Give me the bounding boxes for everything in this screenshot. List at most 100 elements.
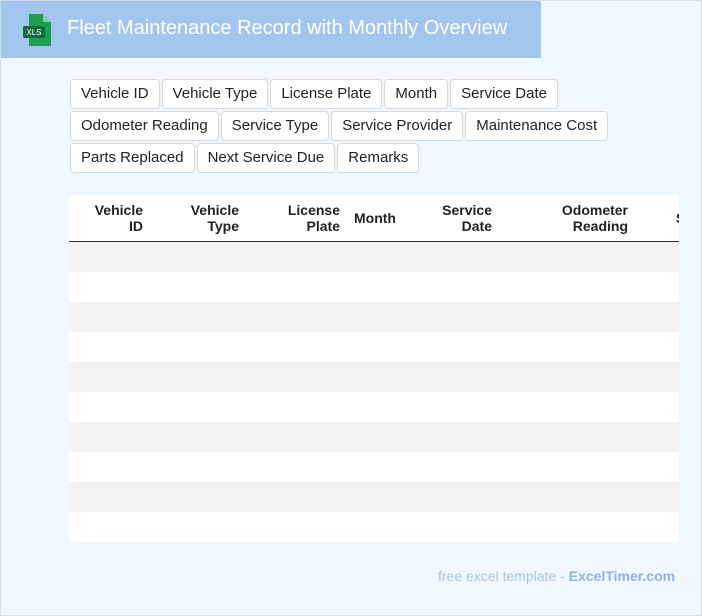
table-cell	[151, 421, 247, 452]
table-cell	[151, 361, 247, 392]
header: XLS Fleet Maintenance Record with Monthl…	[1, 1, 541, 58]
icon-label: XLS	[26, 28, 41, 37]
table-cell	[408, 421, 500, 452]
table-cell	[247, 421, 348, 452]
table-cell	[645, 272, 679, 302]
table-row	[69, 452, 679, 482]
table-cell	[69, 512, 151, 542]
table-cell	[69, 272, 151, 302]
table-cell	[247, 301, 348, 332]
table-cell	[408, 332, 500, 362]
table-row	[69, 481, 679, 512]
table-row	[69, 332, 679, 362]
tag[interactable]: Next Service Due	[196, 143, 336, 173]
table-row	[69, 512, 679, 542]
tag[interactable]: Vehicle Type	[161, 79, 269, 109]
table-cell	[151, 301, 247, 332]
header-row: Vehicle ID Vehicle Type License Plate Month…	[69, 195, 679, 242]
tag[interactable]: Month	[384, 79, 449, 109]
table-cell	[151, 272, 247, 302]
table-cell	[348, 421, 408, 452]
table-cell	[408, 361, 500, 392]
tag[interactable]: Service Date	[450, 79, 558, 109]
tag[interactable]: Service Provider	[331, 111, 464, 141]
table-cell	[247, 361, 348, 392]
tag[interactable]: Vehicle ID	[70, 79, 160, 109]
table-cell	[645, 512, 679, 542]
table-cell	[408, 512, 500, 542]
table-cell	[408, 301, 500, 332]
column-header: Service Type	[645, 195, 679, 242]
table-cell	[69, 301, 151, 332]
table-cell	[151, 512, 247, 542]
table-cell	[69, 452, 151, 482]
table-cell	[500, 301, 645, 332]
table-row	[69, 392, 679, 422]
table-cell	[247, 392, 348, 422]
column-header: License Plate	[247, 195, 348, 242]
footer-text: free excel template -	[438, 568, 565, 584]
table-cell	[247, 241, 348, 272]
table-cell	[645, 392, 679, 422]
table-cell	[151, 332, 247, 362]
table-cell	[69, 392, 151, 422]
column-header: Service Date	[408, 195, 500, 242]
table-cell	[645, 241, 679, 272]
table-cell	[247, 272, 348, 302]
table-cell	[500, 392, 645, 422]
table-cell	[645, 332, 679, 362]
tag[interactable]: License Plate	[270, 79, 383, 109]
table-cell	[348, 512, 408, 542]
title: Fleet Maintenance Record with Monthly Ov…	[67, 17, 508, 39]
tag-list: Vehicle ID Vehicle Type License Plate Month…	[70, 79, 610, 173]
footer: free excel template - ExcelTimer.com	[438, 568, 675, 584]
tag[interactable]: Remarks	[337, 143, 420, 173]
table-row	[69, 272, 679, 302]
table-cell	[69, 241, 151, 272]
table-cell	[151, 481, 247, 512]
table: Vehicle ID Vehicle Type License Plate Month…	[69, 195, 679, 542]
table-cell	[247, 512, 348, 542]
table-cell	[348, 452, 408, 482]
table-cell	[151, 452, 247, 482]
table-cell	[408, 481, 500, 512]
table-cell	[247, 452, 348, 482]
table-cell	[500, 452, 645, 482]
tag[interactable]: Service Type	[220, 111, 330, 141]
tag[interactable]: Maintenance Cost	[465, 111, 609, 141]
table-cell	[69, 332, 151, 362]
table-cell	[69, 361, 151, 392]
column-header: Month	[348, 195, 408, 242]
table-cell	[500, 481, 645, 512]
tag[interactable]: Parts Replaced	[70, 143, 195, 173]
table-cell	[348, 392, 408, 422]
table-cell	[645, 361, 679, 392]
table-cell	[500, 241, 645, 272]
table-cell	[500, 512, 645, 542]
table-cell	[408, 452, 500, 482]
table-cell	[645, 452, 679, 482]
table-cell	[247, 481, 348, 512]
table-row	[69, 301, 679, 332]
table-cell	[348, 332, 408, 362]
table-cell	[500, 332, 645, 362]
table-cell	[348, 272, 408, 302]
table-cell	[151, 392, 247, 422]
table-row	[69, 361, 679, 392]
table-cell	[500, 421, 645, 452]
column-header: Vehicle Type	[151, 195, 247, 242]
table-container: Vehicle ID Vehicle Type License Plate Month…	[69, 195, 679, 542]
footer-link[interactable]: ExcelTimer.com	[568, 568, 676, 584]
column-header: Odometer Reading	[500, 195, 645, 242]
table-cell	[348, 301, 408, 332]
table-cell	[69, 481, 151, 512]
table-cell	[151, 241, 247, 272]
table-cell	[348, 241, 408, 272]
table-cell	[348, 361, 408, 392]
tag[interactable]: Odometer Reading	[70, 111, 219, 141]
table-cell	[645, 481, 679, 512]
table-cell	[408, 241, 500, 272]
table-cell	[408, 272, 500, 302]
table-cell	[500, 361, 645, 392]
